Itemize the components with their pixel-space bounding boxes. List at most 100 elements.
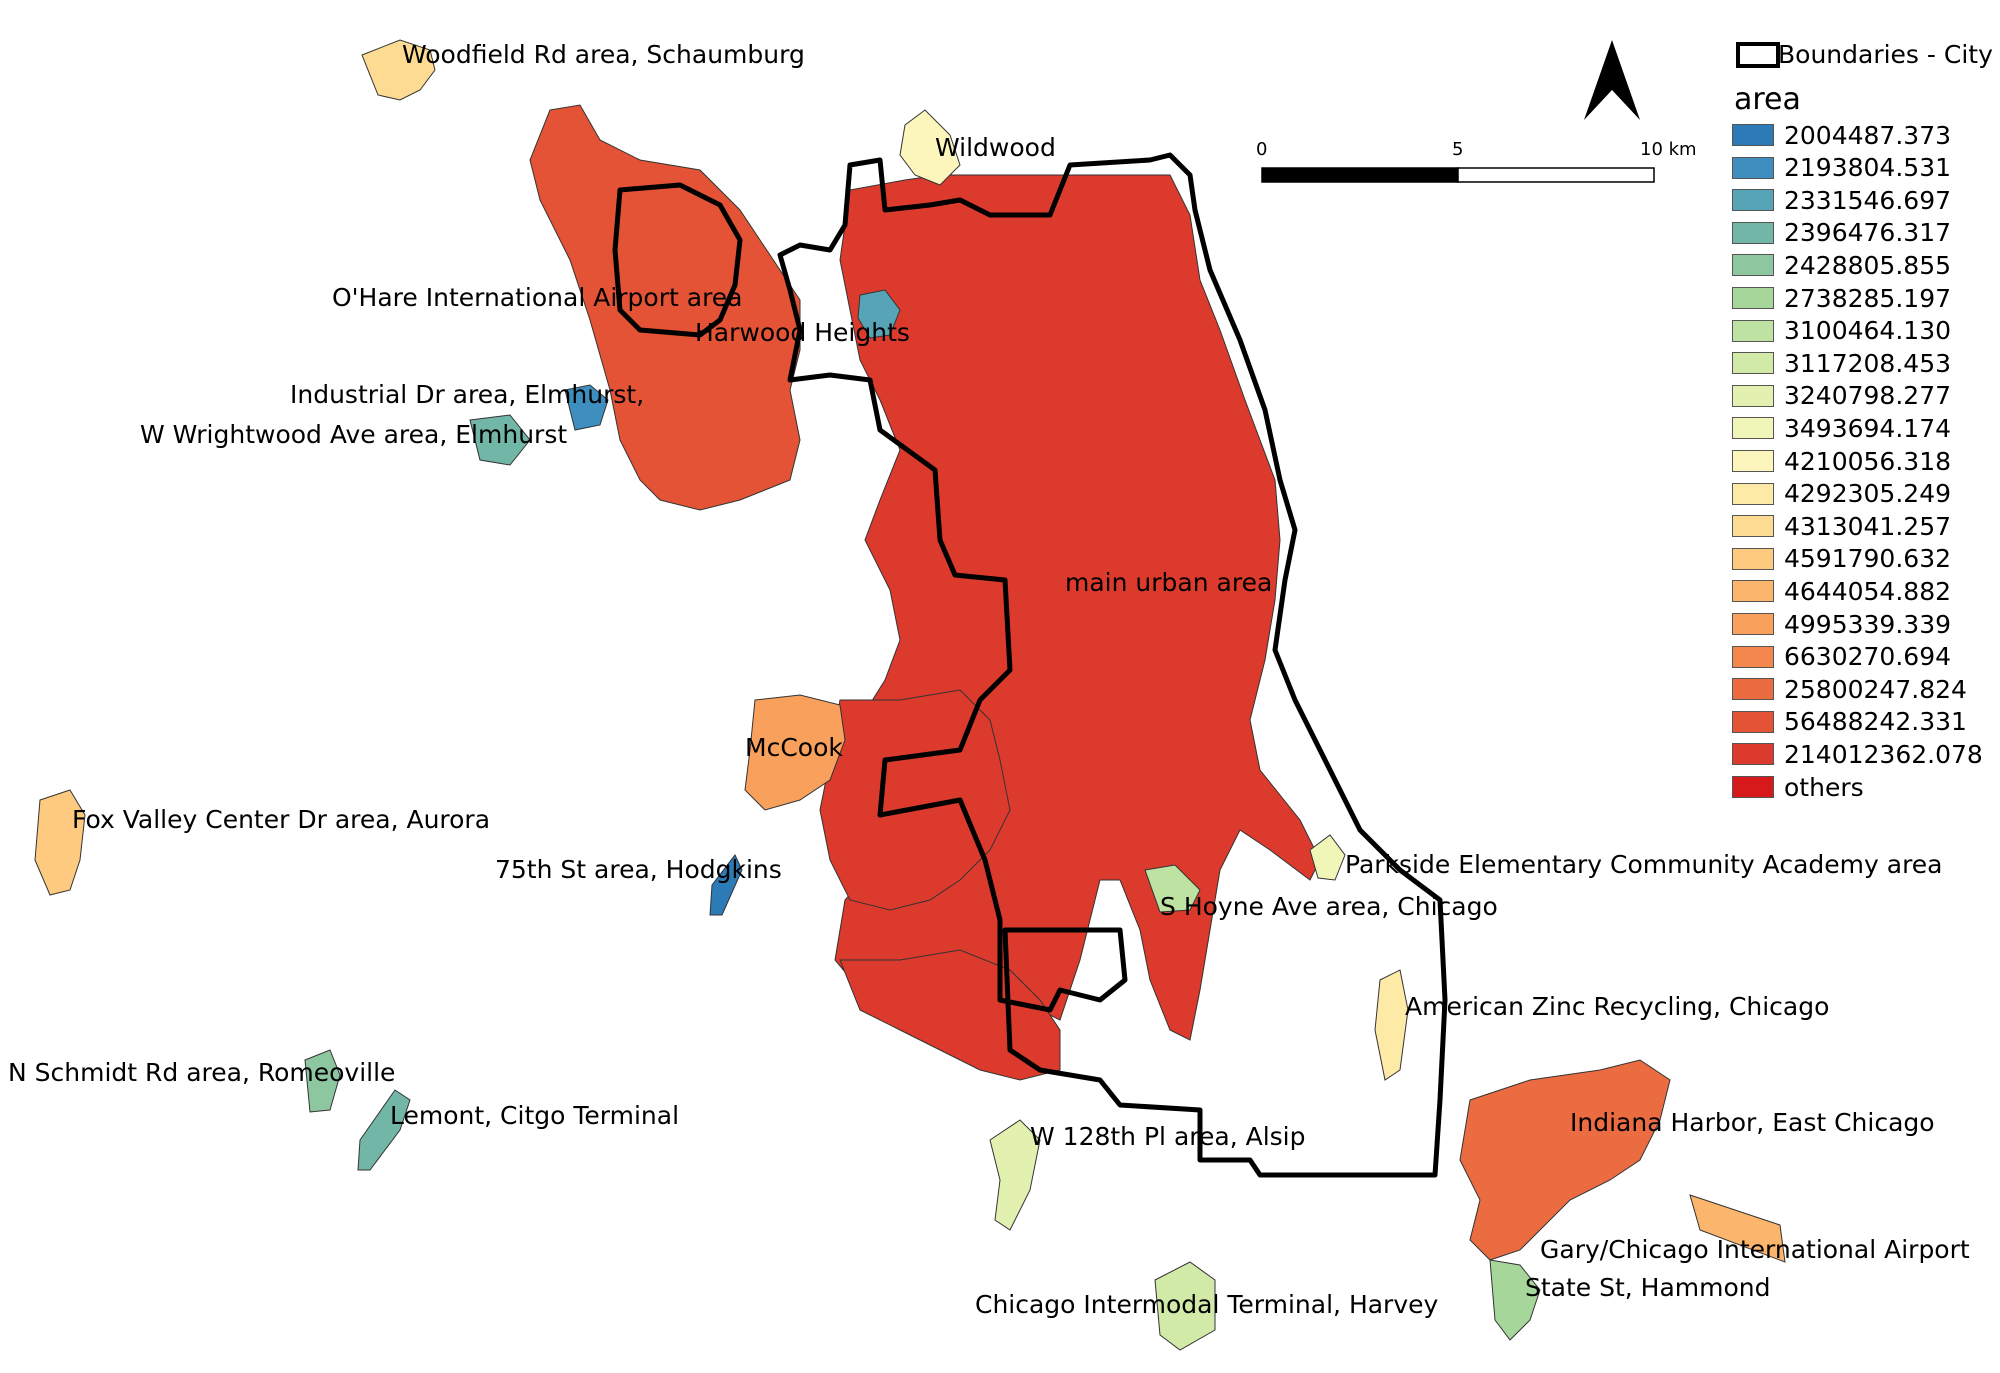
place-label: State St, Hammond: [1525, 1273, 1771, 1302]
legend-color-swatch: [1732, 547, 1774, 570]
place-label: American Zinc Recycling, Chicago: [1405, 992, 1830, 1021]
hodgkins-patch: [709, 854, 743, 916]
place-label: McCook: [745, 733, 843, 762]
place-label: Parkside Elementary Community Academy ar…: [1345, 850, 1943, 879]
legend-color-swatch: [1732, 776, 1774, 798]
legend-class-entry: 2004487.373: [1732, 120, 1952, 150]
place-label: Wildwood: [935, 133, 1056, 162]
legend-class-entry: 214012362.078: [1732, 739, 1983, 769]
place-label: Gary/Chicago International Airport: [1540, 1235, 1970, 1264]
city-boundary-line: [612, 152, 1448, 1178]
legend-class-label: 2331546.697: [1784, 185, 1952, 215]
legend-color-swatch: [1732, 352, 1774, 375]
place-label: O'Hare International Airport area: [332, 283, 743, 312]
legend-class-entry: 4591790.632: [1732, 544, 1952, 574]
legend-class-entry: 2428805.855: [1732, 250, 1952, 280]
aurora-patch: [34, 789, 86, 896]
place-label: Lemont, Citgo Terminal: [390, 1101, 680, 1130]
legend-class-label: others: [1784, 772, 1864, 802]
place-label: W 128th Pl area, Alsip: [1030, 1122, 1306, 1151]
legend-boundary-swatch: [1736, 42, 1780, 68]
scale-tick-0: 0: [1256, 139, 1268, 160]
legend-class-label: 4644054.882: [1784, 576, 1952, 606]
legend-class-label: 3240798.277: [1784, 381, 1952, 411]
legend-boundary-label: Boundaries - City: [1778, 39, 1993, 69]
legend-class-entry: 2396476.317: [1732, 218, 1952, 248]
legend-class-label: 214012362.078: [1784, 739, 1983, 769]
east-chicago-patch: [1459, 1059, 1671, 1261]
legend-class-label: 2004487.373: [1784, 120, 1952, 150]
legend-class-label: 2396476.317: [1784, 218, 1952, 248]
legend-class-entry: others: [1732, 772, 1864, 802]
alsip-patch: [989, 1119, 1041, 1231]
legend-color-swatch: [1732, 221, 1774, 244]
legend-color-swatch: [1732, 254, 1774, 277]
legend-class-label: 4313041.257: [1784, 511, 1952, 541]
place-label: main urban area: [1065, 568, 1273, 597]
legend-class-entry: 25800247.824: [1732, 674, 1967, 704]
legend-class-entry: 2738285.197: [1732, 283, 1952, 313]
legend-class-label: 3117208.453: [1784, 348, 1952, 378]
scale-tick-10: 10 km: [1640, 139, 1697, 160]
ohare-area-patch: [529, 104, 801, 511]
legend-class-label: 2428805.855: [1784, 250, 1952, 280]
legend-class-label: 4591790.632: [1784, 544, 1952, 574]
elmhurst-wrightwood-patch: [469, 414, 531, 466]
place-label: N Schmidt Rd area, Romeoville: [8, 1058, 396, 1087]
legend-class-entry: 6630270.694: [1732, 642, 1952, 672]
legend-class-label: 25800247.824: [1784, 674, 1967, 704]
place-label: Industrial Dr area, Elmhurst,: [290, 380, 645, 409]
legend-class-entry: 4995339.339: [1732, 609, 1952, 639]
legend-color-swatch: [1732, 124, 1774, 146]
place-label: W Wrightwood Ave area, Elmhurst: [140, 420, 568, 449]
place-label: Indiana Harbor, East Chicago: [1570, 1108, 1935, 1137]
legend-color-swatch: [1732, 645, 1774, 668]
legend-color-swatch: [1732, 417, 1774, 440]
place-label: S Hoyne Ave area, Chicago: [1160, 892, 1498, 921]
place-label: Woodfield Rd area, Schaumburg: [402, 40, 805, 69]
mccook-patch: [744, 694, 846, 811]
legend-color-swatch: [1732, 613, 1774, 635]
elmhurst-industrial-patch: [564, 384, 609, 431]
hammond-patch: [1489, 1259, 1541, 1341]
legend-class-entry: 4210056.318: [1732, 446, 1952, 476]
wildwood-patch: [899, 109, 961, 186]
lemont-patch: [357, 1089, 411, 1171]
gary-airport-patch: [1689, 1194, 1786, 1263]
legend-class-label: 4292305.249: [1784, 479, 1952, 509]
legend-color-swatch: [1732, 482, 1774, 505]
legend-color-swatch: [1732, 743, 1774, 766]
legend-boundary-entry: Boundaries - City: [1778, 39, 1993, 69]
legend-class-entry: 4313041.257: [1732, 511, 1952, 541]
legend-color-swatch: [1732, 450, 1774, 472]
legend-class-label: 6630270.694: [1784, 642, 1952, 672]
schaumburg-patch: [361, 39, 436, 101]
legend-class-entry: 3493694.174: [1732, 413, 1952, 443]
legend-class-entry: 56488242.331: [1732, 707, 1967, 737]
legend-class-label: 56488242.331: [1784, 707, 1967, 737]
legend-class-label: 4210056.318: [1784, 446, 1952, 476]
legend-class-label: 4995339.339: [1784, 609, 1952, 639]
legend-color-swatch: [1732, 710, 1774, 733]
legend-class-entry: 3117208.453: [1732, 348, 1952, 378]
legend-class-label: 3493694.174: [1784, 413, 1952, 443]
legend-color-swatch: [1732, 319, 1774, 342]
parkside-patch: [1309, 834, 1346, 881]
legend-title: area: [1734, 82, 1801, 117]
legend-color-swatch: [1732, 384, 1774, 407]
legend-class-label: 2738285.197: [1784, 283, 1952, 313]
romeoville-patch: [304, 1049, 341, 1113]
legend-class-label: 2193804.531: [1784, 153, 1952, 183]
place-label: Fox Valley Center Dr area, Aurora: [72, 805, 491, 834]
place-label: 75th St area, Hodgkins: [495, 855, 782, 884]
legend-class-entry: 4644054.882: [1732, 576, 1952, 606]
scale-tick-5: 5: [1452, 139, 1464, 160]
urban-areas: [34, 39, 1786, 1351]
harvey-patch: [1154, 1261, 1216, 1351]
legend-class-label: 3100464.130: [1784, 316, 1952, 346]
legend-color-swatch: [1732, 580, 1774, 603]
legend-color-swatch: [1732, 156, 1774, 179]
legend-class-entry: 2331546.697: [1732, 185, 1952, 215]
hoyne-patch: [1144, 864, 1201, 913]
